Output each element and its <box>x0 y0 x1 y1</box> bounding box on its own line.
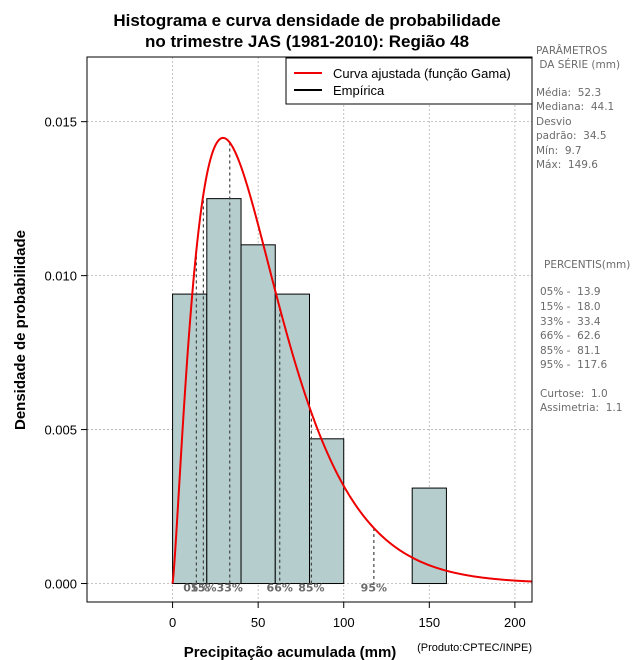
percentil-15: 15% - 18.0 <box>540 301 601 313</box>
histogram-bar-0 <box>172 293 208 585</box>
legend-label-curve: Curva ajustada (função Gama) <box>333 66 511 81</box>
y-tick-label-1: 0.005 <box>44 423 77 438</box>
plot-frame <box>86 56 533 603</box>
param-media: Média: 52.3 <box>536 87 601 99</box>
histogram-bar-4 <box>309 438 345 585</box>
histogram-bar-2 <box>240 244 276 585</box>
legend-label-empirical: Empírica <box>333 83 385 98</box>
percentis-heading: PERCENTIS(mm) <box>544 259 630 271</box>
y-tick-label-0: 0.000 <box>44 577 77 592</box>
histogram-bar-3 <box>274 293 310 585</box>
param-desvio: Desvio <box>536 116 572 128</box>
x-axis-ticks: 0 50 100 150 200 <box>169 602 526 630</box>
x-tick-label-4: 200 <box>504 615 526 630</box>
percentil-85: 85% - 81.1 <box>540 345 601 357</box>
params-heading-line-2: DA SÉRIE (mm) <box>536 58 620 71</box>
chart-title-line-1: Histograma e curva densidade de probabil… <box>113 11 500 30</box>
chart-title-line-2: no trimestre JAS (1981-2010): Região 48 <box>145 32 469 51</box>
x-tick-label-0: 0 <box>169 615 176 630</box>
y-tick-label-3: 0.015 <box>44 115 77 130</box>
histogram-bar-1 <box>206 198 242 585</box>
y-axis-ticks: 0.000 0.005 0.010 0.015 <box>44 115 87 592</box>
percentile-label-66: 66% <box>267 582 293 595</box>
percentile-label-33: 33% <box>217 582 243 595</box>
legend-box <box>285 57 533 105</box>
x-tick-label-3: 150 <box>418 615 440 630</box>
percentile-markers: 05%15% 33% 66% 85% 95% <box>183 142 387 595</box>
percentil-66: 66% - 62.6 <box>540 330 601 342</box>
percentil-95: 95% - 117.6 <box>540 359 608 371</box>
stat-curtose: Curtose: 1.0 <box>540 388 608 400</box>
fitted-gamma-curve <box>171 136 533 584</box>
product-credit: (Produto:CPTEC/INPE) <box>417 642 532 654</box>
param-min: Mín: 9.7 <box>536 145 582 157</box>
y-tick-label-2: 0.010 <box>44 269 77 284</box>
percentil-05: 05% - 13.9 <box>540 286 601 298</box>
x-tick-label-2: 100 <box>333 615 355 630</box>
side-panel: PARÂMETROS DA SÉRIE (mm) Média: 52.3 Med… <box>536 44 630 414</box>
histogram-bar-5 <box>411 487 447 585</box>
percentile-label-95: 95% <box>361 582 387 595</box>
x-axis-title: Precipitação acumulada (mm) <box>184 644 397 660</box>
x-tick-label-1: 50 <box>251 615 265 630</box>
percentile-label-15: 15% <box>190 582 216 595</box>
percentile-label-85: 85% <box>298 582 324 595</box>
histogram-bars <box>172 198 447 585</box>
percentil-33: 33% - 33.4 <box>540 316 601 328</box>
fitted-curve-layer <box>171 136 533 584</box>
param-padrao: padrão: 34.5 <box>536 130 607 142</box>
param-max: Máx: 149.6 <box>536 159 598 171</box>
stat-assimetria: Assimetria: 1.1 <box>540 402 622 414</box>
percentile-label-05: 05% <box>183 582 209 595</box>
params-heading-line-1: PARÂMETROS <box>536 44 608 57</box>
y-axis-title: Densidade de probabilidade <box>12 230 29 430</box>
legend: Curva ajustada (função Gama) Empírica <box>285 57 533 105</box>
param-mediana: Mediana: 44.1 <box>536 101 614 113</box>
